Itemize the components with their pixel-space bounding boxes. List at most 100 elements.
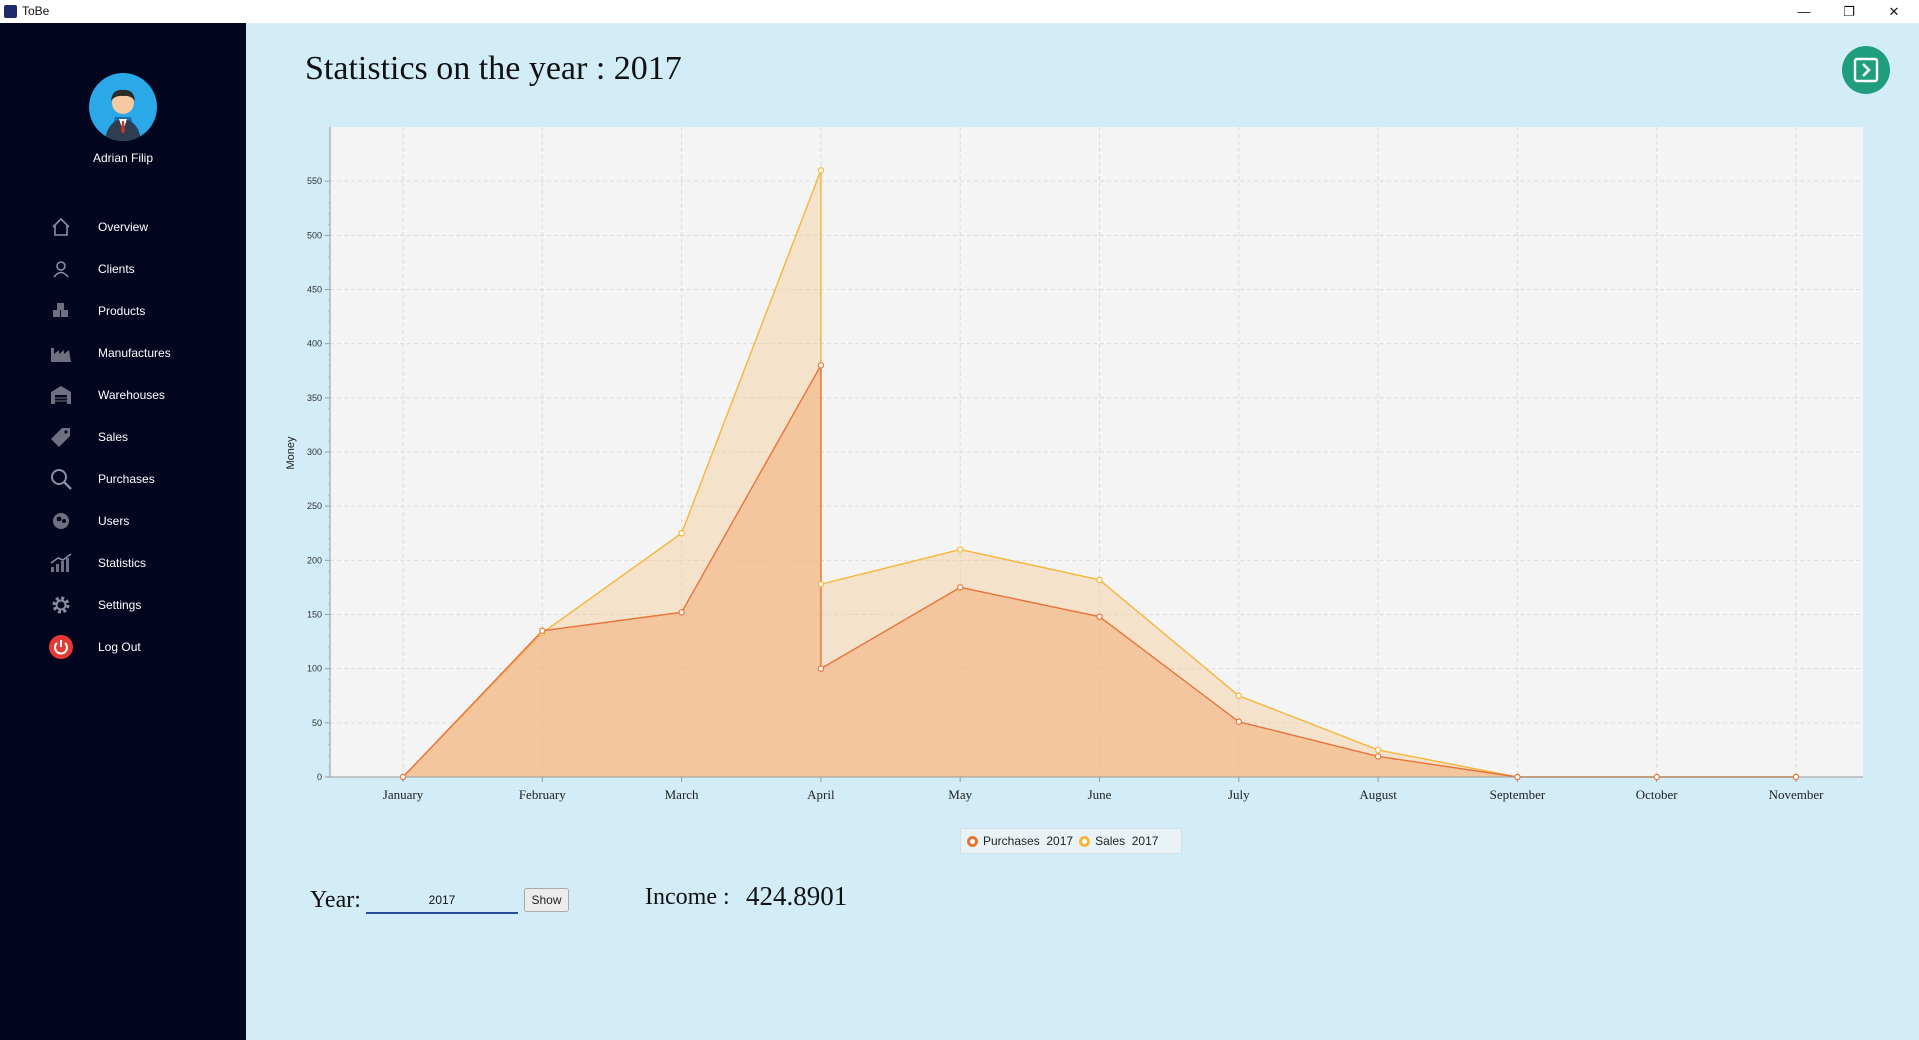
data-point-sales (1235, 692, 1243, 699)
power-icon (48, 634, 74, 660)
maximize-button[interactable]: ❐ (1843, 3, 1855, 19)
x-tick-label: May (948, 787, 972, 802)
data-point-purchases (539, 627, 546, 634)
x-tick-label: March (665, 787, 699, 802)
sidebar-item-label: Users (98, 514, 130, 528)
y-axis-label: Money (285, 436, 297, 470)
users-icon (48, 508, 74, 534)
window-titlebar: ToBe — ❐ ✕ (0, 0, 1919, 23)
area-fill-purchases (403, 365, 1796, 777)
user-icon (48, 256, 74, 282)
chart-points (399, 167, 1800, 781)
data-point-purchases (1514, 773, 1521, 781)
y-tick-label: 300 (307, 447, 322, 457)
y-tick-label: 50 (312, 718, 322, 728)
sidebar-item-label: Sales (98, 430, 129, 444)
data-point-purchases (678, 609, 685, 616)
y-tick-label: 150 (307, 610, 322, 620)
sidebar-item-label: Products (98, 304, 146, 318)
sidebar-item-products[interactable]: Products (0, 293, 246, 329)
y-tick-label: 500 (307, 230, 322, 240)
income-label: Income : (645, 884, 730, 910)
export-button[interactable] (1842, 46, 1890, 94)
data-point-purchases (817, 362, 825, 369)
data-point-purchases (817, 665, 825, 672)
sidebar-item-settings[interactable]: Settings (0, 587, 246, 623)
x-tick-label: February (519, 787, 566, 802)
sidebar-item-manufactures[interactable]: Manufactures (0, 335, 246, 371)
sidebar-item-clients[interactable]: Clients (0, 251, 246, 287)
boxes-icon (48, 298, 74, 324)
y-tick-label: 100 (307, 664, 322, 674)
sidebar-item-label: Settings (98, 598, 142, 612)
y-tick-label: 0 (317, 772, 322, 782)
y-tick-label: 550 (307, 176, 322, 186)
x-tick-label: November (1769, 787, 1825, 802)
y-tick-label: 350 (307, 393, 322, 403)
y-tick-label: 450 (307, 285, 322, 295)
sidebar-item-label: Clients (98, 262, 135, 276)
year-label: Year: (310, 887, 361, 913)
chart-ticks: 0 50 100 150 200 250 300 350 400 450 500 550 January… (307, 176, 1824, 802)
search-icon (48, 466, 74, 492)
export-icon (1853, 57, 1879, 83)
x-tick-label: January (383, 787, 424, 802)
x-tick-label: October (1636, 787, 1679, 802)
sidebar-item-label: Purchases (98, 472, 155, 486)
data-point-purchases (399, 773, 407, 781)
sidebar-item-overview[interactable]: Overview (0, 209, 246, 245)
year-input[interactable] (366, 888, 518, 914)
tag-icon (48, 424, 74, 450)
factory-icon (48, 340, 74, 366)
data-point-sales (817, 167, 825, 174)
sidebar-item-users[interactable]: Users (0, 503, 246, 539)
legend-label-purchases: Purchases 2017 (983, 834, 1074, 848)
window-title: ToBe (22, 4, 50, 18)
legend-marker-purchases (967, 835, 978, 847)
home-icon (48, 214, 74, 240)
statistics-chart: 0 50 100 150 200 250 300 350 400 450 500 550 January… (285, 127, 1863, 802)
minimize-button[interactable]: — (1797, 4, 1811, 19)
legend-label-sales: Sales 2017 (1095, 834, 1159, 848)
avatar (89, 73, 157, 141)
data-point-purchases (1096, 613, 1103, 620)
y-tick-label: 200 (307, 555, 322, 565)
user-name: Adrian Filip (92, 151, 154, 165)
chart-icon (48, 550, 74, 576)
sidebar-item-logout[interactable]: Log Out (0, 629, 246, 665)
legend-item-purchases: Purchases 2017 (967, 834, 1073, 848)
sidebar: Adrian Filip Overview Clients Products M… (0, 23, 246, 1040)
data-point-purchases (1374, 753, 1382, 760)
sidebar-item-purchases[interactable]: Purchases (0, 461, 246, 497)
data-point-purchases (1235, 718, 1243, 725)
sidebar-item-label: Statistics (98, 556, 147, 570)
user-avatar-icon (105, 89, 141, 141)
data-point-sales (1096, 576, 1103, 584)
sidebar-item-label: Manufactures (98, 346, 171, 360)
y-tick-label: 400 (307, 339, 322, 349)
x-tick-label: April (807, 787, 835, 802)
data-point-sales (817, 580, 825, 588)
sidebar-item-label: Warehouses (98, 388, 165, 402)
close-button[interactable]: ✕ (1888, 3, 1900, 19)
sidebar-item-label: Log Out (98, 640, 141, 654)
page-title: Statistics on the year : 2017 (305, 50, 682, 87)
income-value: 424.8901 (746, 881, 848, 911)
y-tick-label: 250 (307, 501, 322, 511)
legend-item-sales: Sales 2017 (1079, 834, 1158, 848)
show-button[interactable]: Show (524, 888, 569, 912)
chart-legend: Purchases 2017 Sales 2017 (960, 828, 1182, 854)
warehouse-icon (48, 382, 74, 408)
gear-icon (48, 592, 74, 618)
x-tick-label: June (1088, 787, 1112, 802)
sidebar-item-warehouses[interactable]: Warehouses (0, 377, 246, 413)
x-tick-label: September (1490, 787, 1546, 802)
sidebar-item-statistics[interactable]: Statistics (0, 545, 246, 581)
data-point-purchases (1653, 773, 1660, 781)
sidebar-item-sales[interactable]: Sales (0, 419, 246, 455)
data-point-purchases (1792, 773, 1800, 781)
sidebar-item-label: Overview (98, 220, 149, 234)
data-point-sales (1374, 746, 1382, 754)
x-tick-label: July (1228, 787, 1250, 802)
data-point-purchases (957, 584, 964, 591)
